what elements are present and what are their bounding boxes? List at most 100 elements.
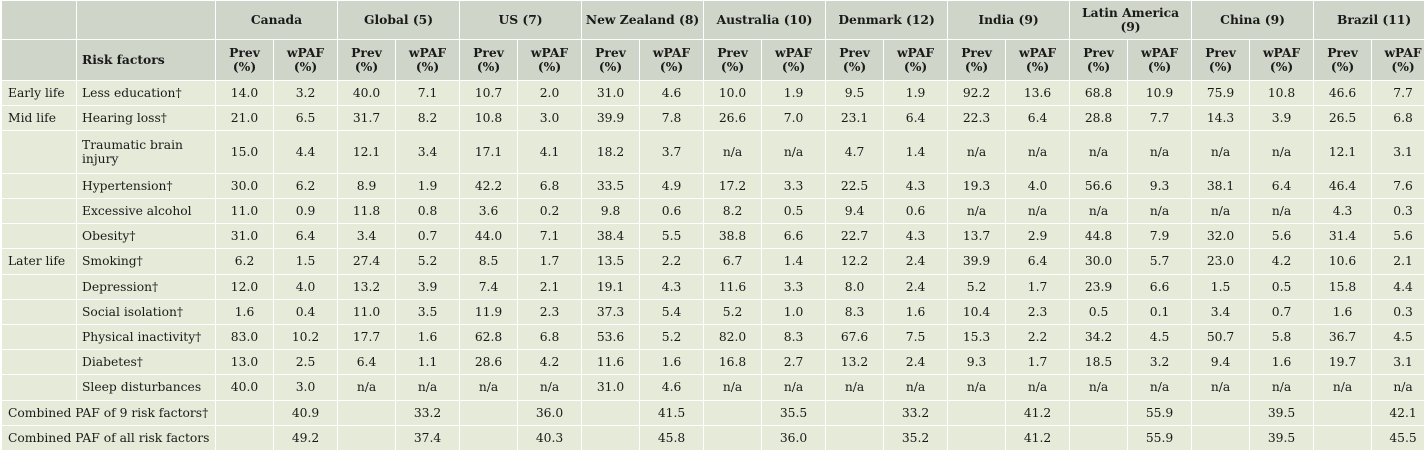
prev-value-cell: 32.0 <box>1191 223 1251 250</box>
wpaf-value-cell: 2.4 <box>883 349 949 376</box>
wpaf-value-cell: 4.4 <box>272 130 339 174</box>
wpaf-value-cell: 4.3 <box>883 172 949 199</box>
wpaf-value-cell: 1.7 <box>517 248 583 275</box>
wpaf-value-cell: 2.4 <box>883 248 949 275</box>
prev-value-cell: 11.9 <box>459 298 519 325</box>
risk-factor-cell: Physical inactivity† <box>76 323 216 351</box>
prev-value-cell: 28.6 <box>459 349 519 376</box>
wpaf-value-cell: n/a <box>1249 197 1315 225</box>
prev-value-cell: 5.2 <box>703 298 763 325</box>
wpaf-value-cell: 6.4 <box>272 223 339 250</box>
prev-value-cell: 7.4 <box>459 273 519 300</box>
prev-value-cell: 6.2 <box>215 248 274 275</box>
combined-wpaf-cell: 35.2 <box>883 424 949 452</box>
life-stage-cell: Early life <box>1 79 77 107</box>
risk-factors-header: Risk factors <box>76 39 216 81</box>
wpaf-value-cell: n/a <box>1127 197 1193 225</box>
wpaf-value-cell: n/a <box>1005 197 1071 225</box>
prev-value-cell: n/a <box>1191 374 1251 401</box>
prev-value-cell: 83.0 <box>215 323 274 351</box>
wpaf-value-cell: 7.5 <box>883 323 949 351</box>
wpaf-value-cell: 0.3 <box>1371 298 1424 325</box>
prev-value-cell: 5.2 <box>947 273 1007 300</box>
wpaf-column-header: wPAF (%) <box>272 39 339 81</box>
prev-value-cell: 22.3 <box>947 105 1007 132</box>
wpaf-value-cell: 5.4 <box>639 298 705 325</box>
prev-value-cell: n/a <box>1069 130 1129 174</box>
table-row: Traumatic brain injury 15.0 4.4 12.1 3.4 17.1… <box>1 130 1424 174</box>
prev-value-cell: 62.8 <box>459 323 519 351</box>
prev-value-cell: 9.5 <box>825 79 885 107</box>
prev-value-cell: 18.5 <box>1069 349 1129 376</box>
combined-wpaf-cell: 37.4 <box>395 424 461 452</box>
wpaf-value-cell: 0.5 <box>1249 273 1315 300</box>
wpaf-value-cell: 1.4 <box>761 248 827 275</box>
prev-value-cell: 17.7 <box>337 323 397 351</box>
wpaf-value-cell: 4.6 <box>639 79 705 107</box>
combined-wpaf-cell: 40.9 <box>272 399 339 426</box>
empty-cell <box>215 399 274 426</box>
prev-value-cell: 11.0 <box>337 298 397 325</box>
region-header: Global (5) <box>337 0 461 40</box>
wpaf-column-header: wPAF (%) <box>1005 39 1071 81</box>
table-row: Early life Less education† 14.0 3.2 40.0 7.1 1… <box>1 79 1424 107</box>
prev-value-cell: 44.8 <box>1069 223 1129 250</box>
wpaf-value-cell: 2.3 <box>517 298 583 325</box>
prev-value-cell: n/a <box>1069 197 1129 225</box>
prev-value-cell: 38.1 <box>1191 172 1251 199</box>
wpaf-value-cell: 2.0 <box>517 79 583 107</box>
prev-value-cell: 3.4 <box>1191 298 1251 325</box>
combined-paf-label: Combined PAF of all risk factors <box>1 424 216 452</box>
wpaf-value-cell: 1.6 <box>883 298 949 325</box>
prev-value-cell: 3.4 <box>337 223 397 250</box>
wpaf-value-cell: 9.3 <box>1127 172 1193 199</box>
table-row: Later life Smoking† 6.2 1.5 27.4 5.2 8.5 1.7 13.… <box>1 248 1424 275</box>
combined-wpaf-cell: 35.5 <box>761 399 827 426</box>
wpaf-value-cell: 3.7 <box>639 130 705 174</box>
wpaf-value-cell: 5.6 <box>1249 223 1315 250</box>
prev-value-cell: 8.9 <box>337 172 397 199</box>
risk-factor-cell: Social isolation† <box>76 298 216 325</box>
wpaf-value-cell: 5.2 <box>395 248 461 275</box>
prev-value-cell: 26.5 <box>1313 105 1373 132</box>
prev-value-cell: 33.5 <box>581 172 641 199</box>
wpaf-value-cell: 1.7 <box>1005 349 1071 376</box>
prev-value-cell: 14.0 <box>215 79 274 107</box>
prev-value-cell: 12.1 <box>337 130 397 174</box>
life-stage-cell <box>1 273 77 300</box>
prev-value-cell: n/a <box>337 374 397 401</box>
prev-value-cell: 22.5 <box>825 172 885 199</box>
wpaf-value-cell: 0.2 <box>517 197 583 225</box>
wpaf-value-cell: 3.9 <box>395 273 461 300</box>
wpaf-value-cell: 1.9 <box>395 172 461 199</box>
prev-value-cell: 8.0 <box>825 273 885 300</box>
wpaf-value-cell: 3.9 <box>1249 105 1315 132</box>
empty-cell <box>459 399 519 426</box>
wpaf-value-cell: 0.4 <box>272 298 339 325</box>
combined-wpaf-cell: 45.5 <box>1371 424 1424 452</box>
table-row: Obesity† 31.0 6.4 3.4 0.7 44.0 7.1 38.4 5.5 38.8 6… <box>1 223 1424 250</box>
combined-paf-row: Combined PAF of 9 risk factors† 40.9 33.2 3… <box>1 399 1424 426</box>
prev-value-cell: 4.3 <box>1313 197 1373 225</box>
table-row: Physical inactivity† 83.0 10.2 17.7 1.6 62.8 6… <box>1 323 1424 351</box>
combined-wpaf-cell: 41.5 <box>639 399 705 426</box>
combined-wpaf-cell: 36.0 <box>517 399 583 426</box>
combined-wpaf-cell: 55.9 <box>1127 399 1193 426</box>
wpaf-value-cell: 3.1 <box>1371 130 1424 174</box>
wpaf-value-cell: 3.1 <box>1371 349 1424 376</box>
prev-column-header: Prev (%) <box>825 39 885 81</box>
prev-value-cell: 13.2 <box>337 273 397 300</box>
wpaf-value-cell: n/a <box>1127 130 1193 174</box>
wpaf-value-cell: 4.5 <box>1127 323 1193 351</box>
combined-paf-row: Combined PAF of all risk factors 49.2 37.4… <box>1 424 1424 452</box>
prev-value-cell: 44.0 <box>459 223 519 250</box>
combined-wpaf-cell: 39.5 <box>1249 399 1315 426</box>
prev-value-cell: 40.0 <box>337 79 397 107</box>
wpaf-value-cell: 2.7 <box>761 349 827 376</box>
prev-column-header: Prev (%) <box>947 39 1007 81</box>
wpaf-value-cell: 2.2 <box>1005 323 1071 351</box>
risk-factor-cell: Depression† <box>76 273 216 300</box>
wpaf-value-cell: 2.1 <box>1371 248 1424 275</box>
prev-value-cell: 31.0 <box>581 374 641 401</box>
